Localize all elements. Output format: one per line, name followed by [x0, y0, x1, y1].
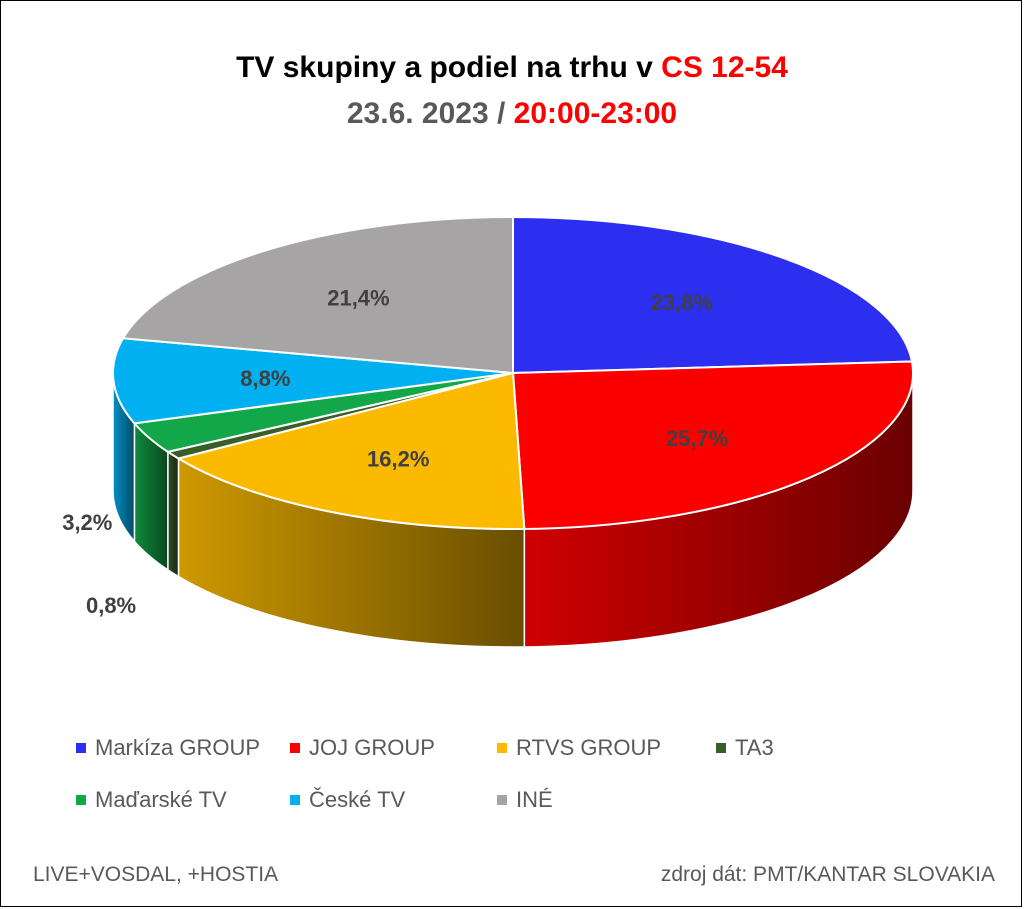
pie-slice-6: [112, 337, 514, 425]
data-label-6: 8,8%: [240, 366, 290, 391]
title-prefix: TV skupiny a podiel na trhu v: [236, 51, 662, 84]
pie-slice-1: [512, 215, 914, 375]
pie-top: [112, 215, 914, 530]
pie-slice-7: [121, 215, 514, 375]
pie-data-labels: 23,8% 25,7% 16,2% 0,8% 3,2% 8,8% 21,4%: [62, 285, 728, 618]
pie-side-4: [167, 450, 180, 578]
chart-subtitle: 23.6. 2023 / 20:00-23:00: [1, 97, 1023, 131]
pie-slice-3: [175, 371, 526, 530]
footer-source: zdroj dát: PMT/KANTAR SLOVAKIA: [660, 863, 995, 886]
subtitle-date: 23.6. 2023: [346, 97, 489, 130]
subtitle-timeslot: 20:00-23:00: [513, 97, 678, 130]
data-label-4: 0,8%: [86, 593, 136, 618]
pie-slice-2: [511, 360, 914, 530]
data-label-7: 21,4%: [327, 285, 389, 310]
subtitle-separator: /: [488, 97, 514, 130]
data-label-3: 16,2%: [367, 447, 429, 472]
data-label-2: 25,7%: [666, 426, 728, 451]
data-label-1: 23,8%: [651, 290, 713, 315]
chart-title: TV skupiny a podiel na trhu v CS 12-54: [1, 51, 1023, 85]
data-label-5: 3,2%: [62, 510, 112, 535]
title-accent: CS 12-54: [661, 51, 788, 84]
footer-note: LIVE+VOSDAL, +HOSTIA: [33, 863, 279, 886]
